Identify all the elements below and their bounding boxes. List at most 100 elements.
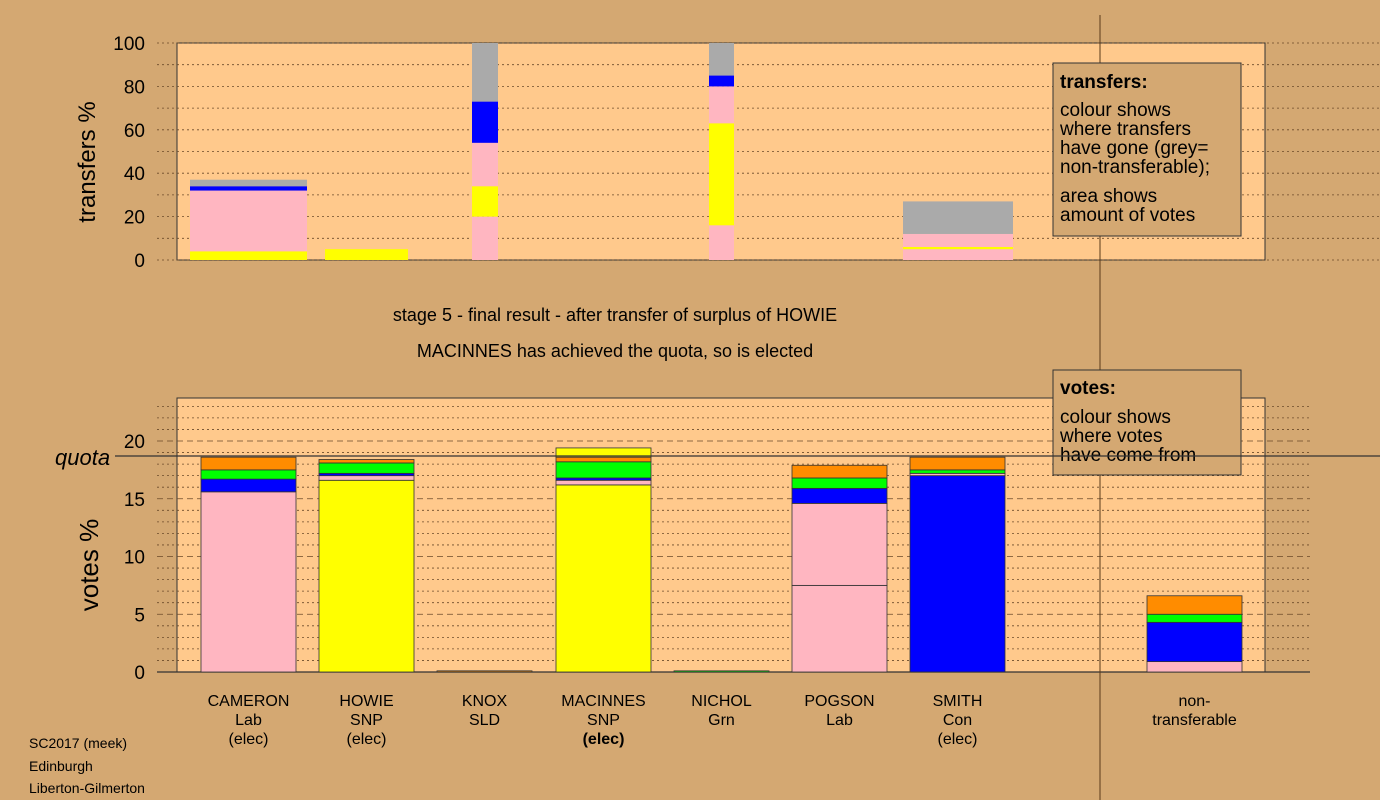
- vote-bar: [318, 459, 415, 673]
- footer-line: Edinburgh: [29, 758, 93, 774]
- transfers-grid: [157, 42, 1380, 261]
- vote-segment: [555, 447, 652, 458]
- vote-bar: [436, 670, 533, 673]
- transfer-segment: [472, 186, 498, 217]
- vote-segment: [1146, 661, 1243, 673]
- candidate-status: (elec): [228, 731, 268, 748]
- vote-segment: [791, 464, 888, 479]
- transfer-segment: [472, 101, 498, 143]
- transfer-segment: [709, 43, 734, 76]
- candidate-party: Con: [943, 712, 972, 729]
- vote-segment: [555, 461, 652, 479]
- candidate-name: SMITH: [933, 693, 983, 710]
- transfer-bar: [190, 179, 307, 260]
- votes-legend: votes: colour shows where votes have com…: [1052, 369, 1242, 476]
- transfers-legend-line: area shows: [1060, 186, 1157, 207]
- candidate-party: SLD: [469, 712, 500, 729]
- transfer-segment: [709, 123, 734, 226]
- votes-legend-title: votes:: [1060, 378, 1116, 399]
- vote-segment: [436, 670, 533, 673]
- transfers-legend: transfers: colour shows where transfers …: [1052, 62, 1242, 237]
- footer-line: Liberton-Gilmerton: [29, 780, 145, 796]
- transfer-segment: [903, 233, 1013, 247]
- candidate-party: SNP: [587, 712, 620, 729]
- votes-y-label: votes %: [74, 519, 104, 612]
- vote-segment: [673, 670, 770, 673]
- transfer-segment: [709, 86, 734, 124]
- vote-segment: [791, 487, 888, 504]
- transfer-bar: [709, 43, 734, 260]
- candidate-labels: CAMERON Lab (elec) HOWIE SNP (elec) KNOX SLD MAC…: [208, 693, 1237, 748]
- y-tick-label: 100: [113, 34, 145, 55]
- candidate-status: (elec): [937, 731, 977, 748]
- transfer-segment: [903, 246, 1013, 250]
- y-tick-label: 0: [134, 251, 145, 272]
- transfers-legend-line: have gone (grey=: [1060, 138, 1208, 159]
- vote-bar: [909, 456, 1006, 673]
- vote-bar: [200, 456, 297, 673]
- transfer-segment: [190, 251, 307, 260]
- votes-y-ticks: 0 5 10 15 20: [124, 432, 145, 684]
- y-tick-label: 40: [124, 164, 145, 185]
- y-tick-label: 0: [134, 663, 145, 684]
- votes-legend-line: colour shows: [1060, 407, 1171, 428]
- y-tick-label: 80: [124, 77, 145, 98]
- stage-title: stage 5 - final result - after transfer …: [393, 305, 837, 325]
- transfers-y-ticks: 0 20 40 60 80 100: [113, 34, 145, 272]
- transfer-segment: [472, 43, 498, 102]
- vote-segment: [909, 469, 1006, 474]
- vote-bar: [673, 670, 770, 673]
- transfer-segment: [903, 249, 1013, 260]
- vote-bar: [791, 464, 888, 673]
- candidate-party: Grn: [708, 712, 735, 729]
- vote-bar: [555, 447, 652, 673]
- transfers-legend-box: [1052, 62, 1242, 237]
- quota-label: quota: [55, 445, 110, 470]
- votes-bars: [200, 447, 1243, 673]
- votes-legend-box: [1052, 369, 1242, 476]
- vote-segment: [200, 469, 297, 480]
- transfer-segment: [325, 249, 408, 260]
- candidate-name: KNOX: [462, 693, 508, 710]
- candidate-name: POGSON: [804, 693, 874, 710]
- transfers-legend-line: where transfers: [1059, 119, 1191, 140]
- stage-subtitle: MACINNES has achieved the quota, so is e…: [417, 341, 813, 361]
- vote-segment: [318, 462, 415, 474]
- candidate-party: transferable: [1152, 712, 1237, 729]
- vote-segment: [555, 484, 652, 673]
- vote-segment: [1146, 595, 1243, 615]
- transfer-segment: [190, 190, 307, 252]
- transfer-segment: [190, 179, 307, 187]
- candidate-party: Lab: [826, 712, 853, 729]
- vote-segment: [909, 475, 1006, 673]
- vote-segment: [318, 475, 415, 481]
- candidate-party: SNP: [350, 712, 383, 729]
- vote-segment: [555, 456, 652, 463]
- y-tick-label: 20: [124, 208, 145, 229]
- vote-segment: [791, 502, 888, 586]
- transfer-segment: [709, 225, 734, 260]
- vote-segment: [200, 491, 297, 673]
- transfer-segment: [472, 216, 498, 260]
- vote-bar: [1146, 595, 1243, 673]
- transfers-legend-line: non-transferable);: [1060, 157, 1210, 178]
- transfers-legend-title: transfers:: [1060, 72, 1148, 93]
- vote-segment: [200, 456, 297, 471]
- vote-segment: [318, 479, 415, 673]
- candidate-name: HOWIE: [339, 693, 393, 710]
- y-tick-label: 15: [124, 490, 145, 511]
- candidate-name: MACINNES: [561, 693, 645, 710]
- candidate-status: (elec): [346, 731, 386, 748]
- candidate-name: non-: [1178, 693, 1210, 710]
- vote-segment: [318, 459, 415, 464]
- transfer-segment: [709, 75, 734, 87]
- vote-segment: [909, 456, 1006, 471]
- vote-segment: [200, 478, 297, 493]
- votes-panel: 0 5 10 15 20 CAMERON Lab (elec) HOWIE SNP (elec) K…: [55, 397, 1310, 748]
- transfer-bar: [472, 43, 498, 260]
- footer: SC2017 (meek) Edinburgh Liberton-Gilmert…: [29, 735, 145, 796]
- transfer-segment: [472, 142, 498, 187]
- transfers-y-label: transfers %: [74, 101, 101, 222]
- transfers-bars: [190, 43, 1013, 260]
